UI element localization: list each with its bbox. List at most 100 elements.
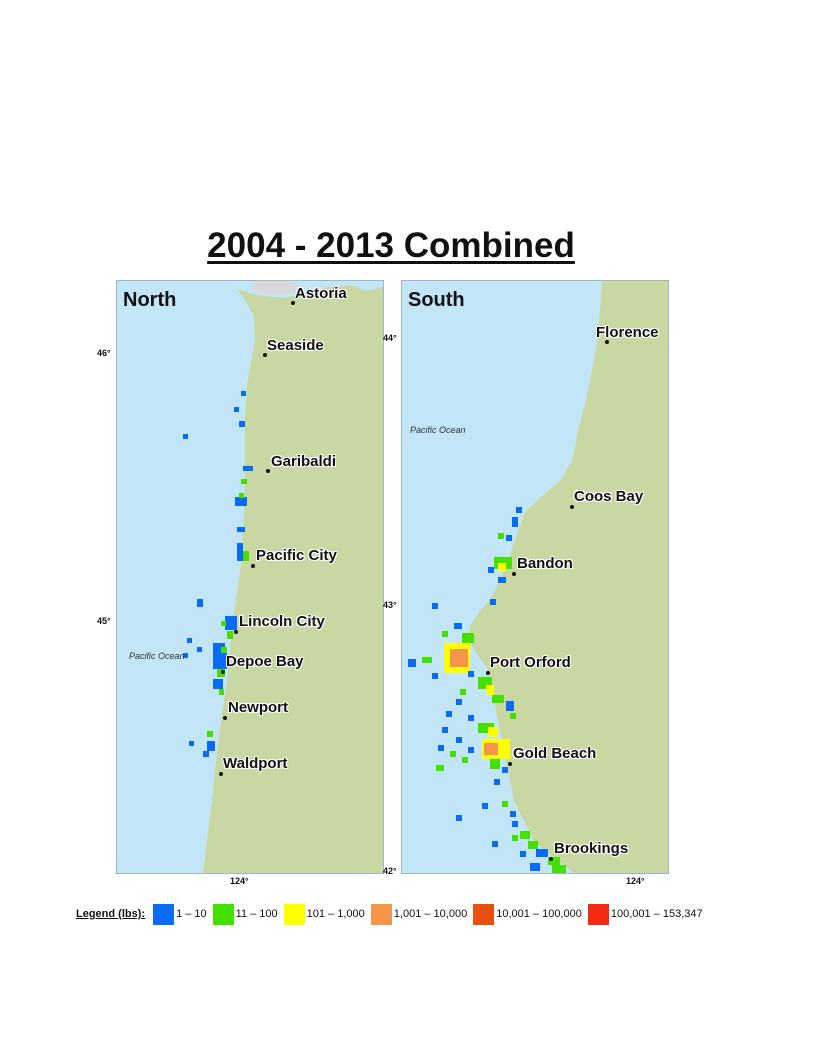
city-dot <box>291 301 295 305</box>
lat-tick-43: 43° <box>383 600 397 610</box>
city-dot <box>221 670 225 674</box>
legend-label: 11 – 100 <box>235 908 278 920</box>
catch-cell <box>438 745 444 751</box>
south-lon-tick: 124° <box>626 876 645 886</box>
city-newport: Newport <box>228 699 288 716</box>
catch-cell <box>510 713 516 719</box>
catch-cell <box>213 679 223 689</box>
catch-cell <box>498 563 506 571</box>
north-catch-cells <box>183 391 253 757</box>
catch-cell <box>241 391 246 396</box>
legend-item: 100,001 – 153,347 <box>587 903 703 925</box>
catch-cell <box>506 701 514 711</box>
legend-item: 101 – 1,000 <box>283 903 365 925</box>
city-dot <box>508 762 512 766</box>
catch-cell <box>498 577 506 583</box>
catch-cell <box>552 865 566 873</box>
catch-cell <box>502 801 508 807</box>
catch-cell <box>241 479 247 484</box>
catch-cell <box>189 741 194 746</box>
catch-cell <box>486 685 494 695</box>
legend-item: 11 – 100 <box>212 903 278 925</box>
catch-cell <box>510 811 516 817</box>
legend-item: 1,001 – 10,000 <box>370 903 468 925</box>
legend-label: 101 – 1,000 <box>306 908 365 920</box>
catch-cell <box>408 659 416 667</box>
legend-item: 1 – 10 <box>153 903 207 925</box>
catch-cell <box>456 815 462 821</box>
catch-cell <box>203 751 209 757</box>
catch-cell <box>235 497 247 506</box>
catch-cell <box>237 527 245 532</box>
catch-cell <box>512 835 518 841</box>
legend-swatch <box>212 903 234 925</box>
city-lincoln-city: Lincoln City <box>239 613 325 630</box>
legend-label: 1 – 10 <box>176 908 207 920</box>
legend-label: 100,001 – 153,347 <box>610 908 703 920</box>
catch-cell <box>237 543 243 561</box>
catch-cell <box>432 673 438 679</box>
city-waldport: Waldport <box>223 755 288 772</box>
city-brookings: Brookings <box>554 840 629 857</box>
south-panel-label: South <box>408 289 465 311</box>
city-seaside: Seaside <box>267 337 324 354</box>
legend-item: 10,001 – 100,000 <box>473 903 582 925</box>
legend-swatch <box>153 903 175 925</box>
catch-cell <box>528 841 538 849</box>
catch-cell <box>502 767 508 773</box>
catch-cell <box>183 653 188 658</box>
lat-tick-42: 42° <box>383 866 397 876</box>
catch-cell <box>213 643 225 653</box>
city-dot <box>234 630 238 634</box>
catch-cell <box>516 507 522 513</box>
catch-cell <box>468 747 474 753</box>
catch-cell <box>225 616 237 630</box>
north-land <box>203 285 383 873</box>
catch-cell <box>478 723 494 733</box>
catch-cell <box>492 841 498 847</box>
city-astoria: Astoria <box>295 285 347 302</box>
catch-cell <box>187 638 192 643</box>
catch-cell <box>460 689 466 695</box>
city-dot <box>549 857 553 861</box>
legend-swatch <box>473 903 495 925</box>
catch-cell <box>520 831 530 839</box>
catch-cell <box>462 757 468 763</box>
city-dot <box>223 716 227 720</box>
catch-cell <box>239 421 245 427</box>
catch-cell <box>488 727 498 737</box>
catch-cell <box>490 599 496 605</box>
south-catch-cells <box>408 507 566 873</box>
city-port-orford: Port Orford <box>490 654 571 671</box>
legend-swatch <box>283 903 305 925</box>
city-dot <box>251 564 255 568</box>
city-florence: Florence <box>596 324 659 341</box>
catch-cell <box>484 743 498 755</box>
catch-cell <box>197 647 202 652</box>
catch-cell <box>506 535 512 541</box>
catch-cell <box>462 633 474 643</box>
city-depoe-bay: Depoe Bay <box>226 653 304 670</box>
catch-cell <box>446 711 452 717</box>
catch-cell <box>221 621 226 626</box>
legend-swatch <box>587 903 609 925</box>
north-map-panel: North Pacific Ocean Astoria Seaside Gari… <box>116 280 384 874</box>
legend-label: 1,001 – 10,000 <box>393 908 468 920</box>
catch-cell <box>456 699 462 705</box>
catch-cell <box>512 821 518 827</box>
catch-cell <box>183 434 188 439</box>
catch-cell <box>468 715 474 721</box>
catch-cell <box>512 517 518 527</box>
south-map-canvas <box>402 281 668 873</box>
city-dot <box>486 671 490 675</box>
south-ocean-label: Pacific Ocean <box>410 425 466 435</box>
map-title: 2004 - 2013 Combined <box>207 226 575 265</box>
catch-cell <box>456 737 462 743</box>
south-map-panel: South Pacific Ocean Florence Coos Bay Ba… <box>401 280 669 874</box>
catch-cell <box>227 631 233 639</box>
city-bandon: Bandon <box>517 555 573 572</box>
north-map-canvas <box>117 281 383 873</box>
catch-cell <box>442 631 448 637</box>
columbia-river-mouth <box>251 281 299 294</box>
city-pacific-city: Pacific City <box>256 547 337 564</box>
